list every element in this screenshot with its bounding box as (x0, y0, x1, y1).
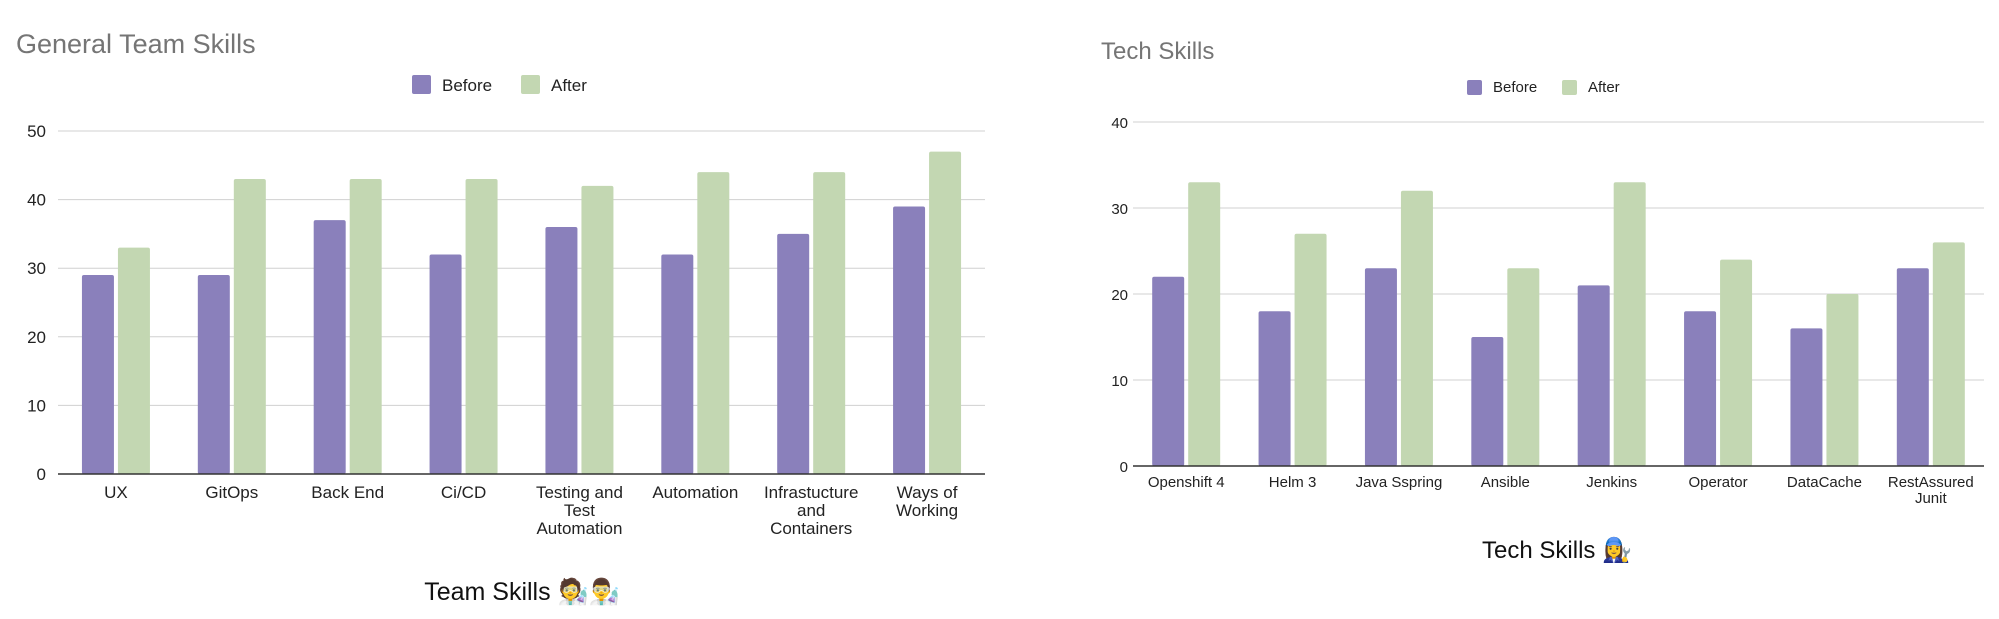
x-tick-label-line: Operator (1688, 474, 1747, 491)
x-tick-label: Ansible (1481, 474, 1530, 491)
x-tick-label: Automation (652, 483, 738, 502)
y-tick-label: 30 (1111, 201, 1128, 218)
x-tick-label-line: RestAssured (1888, 474, 1974, 491)
bar-after (1294, 233, 1327, 466)
bar-after (929, 151, 962, 474)
bar-after (1720, 259, 1753, 466)
bar-before (1896, 268, 1929, 466)
bar-after (1613, 182, 1646, 466)
bar-after (349, 179, 382, 474)
legend-label-before: Before (1493, 79, 1537, 96)
x-tick-label: Helm 3 (1269, 474, 1317, 491)
x-tick-label: Ways of Working (896, 483, 958, 520)
y-tick-label: 10 (27, 396, 46, 415)
y-tick-label: 0 (1120, 459, 1128, 476)
x-tick-label-line: Jenkins (1586, 474, 1637, 491)
bar-after (1400, 190, 1433, 467)
x-tick-label-line: and (797, 501, 825, 520)
bar-after (1188, 182, 1221, 466)
x-tick-label: Ci/CD (441, 483, 486, 502)
y-tick-label: 0 (37, 465, 46, 484)
x-tick-label-line: Junit (1915, 490, 1948, 507)
y-tick-label: 50 (27, 122, 46, 141)
x-tick-label: Jenkins (1586, 474, 1637, 491)
x-tick-label: GitOps (205, 483, 258, 502)
x-tick-label-line: Ansible (1481, 474, 1530, 491)
bar-before (1471, 337, 1504, 466)
bar-before (1577, 285, 1610, 466)
chart-title: Tech Skills (1101, 38, 1214, 65)
legend-swatch-before (1467, 80, 1482, 95)
tech-skills-chart: Tech Skills Before After 0 10 20 30 40 Openshift… (1101, 38, 1984, 564)
y-tick-label: 40 (27, 191, 46, 210)
bar-before (777, 233, 810, 474)
bar-before (1258, 311, 1291, 466)
bar-after (1932, 242, 1965, 466)
x-tick-label-line: Java Sspring (1356, 474, 1443, 491)
legend-label-after: After (551, 76, 587, 95)
x-tick-label-line: Automation (652, 483, 738, 502)
x-tick-label: DataCache (1787, 474, 1862, 491)
x-tick-label: RestAssured Junit (1888, 474, 1974, 507)
x-tick-label: Openshift 4 (1148, 474, 1225, 491)
bar-before (1684, 311, 1717, 466)
x-tick-label-line: Ways of (897, 483, 958, 502)
x-tick-label-line: Infrastucture (764, 483, 859, 502)
x-tick-label: Back End (311, 483, 384, 502)
bar-before (1790, 328, 1823, 466)
x-tick-label: Java Sspring (1356, 474, 1443, 491)
x-tick-label-line: Automation (536, 519, 622, 538)
x-tick-label: Infrastucture and Containers (764, 483, 859, 538)
bar-before (893, 206, 926, 474)
x-tick-label-line: Back End (311, 483, 384, 502)
legend-swatch-before (412, 75, 431, 94)
legend-label-before: Before (442, 76, 492, 95)
bar-after (117, 247, 150, 474)
x-tick-label: Operator (1688, 474, 1747, 491)
x-tick-label-line: Helm 3 (1269, 474, 1317, 491)
bar-before (197, 275, 230, 474)
legend-swatch-after (1562, 80, 1577, 95)
y-tick-label: 20 (1111, 287, 1128, 304)
y-tick-label: 30 (27, 259, 46, 278)
y-tick-label: 10 (1111, 373, 1128, 390)
bar-after (465, 179, 498, 474)
x-tick-label-line: Working (896, 501, 958, 520)
general-team-skills-chart: General Team Skills Before After 0 10 20 30 40 5… (16, 29, 985, 606)
bar-after (581, 185, 614, 474)
x-tick-label-line: Containers (770, 519, 852, 538)
bar-after (1507, 268, 1540, 466)
y-tick-label: 20 (27, 328, 46, 347)
bar-after (233, 179, 266, 474)
bar-after (697, 172, 730, 474)
x-tick-label: Testing and Test Automation (536, 483, 623, 538)
x-tick-label: UX (104, 483, 128, 502)
bar-after (1826, 294, 1859, 466)
bar-before (313, 220, 346, 474)
chart-title: General Team Skills (16, 29, 256, 59)
x-tick-label-line: Ci/CD (441, 483, 486, 502)
bar-before (1152, 276, 1185, 466)
bar-before (661, 254, 694, 474)
x-tick-label-line: UX (104, 483, 128, 502)
legend-label-after: After (1588, 79, 1620, 96)
x-tick-label-line: GitOps (205, 483, 258, 502)
y-tick-label: 40 (1111, 115, 1128, 132)
bar-before (81, 275, 114, 474)
legend-swatch-after (521, 75, 540, 94)
chart-caption: Tech Skills 👩‍🔧 (1482, 536, 1632, 564)
x-tick-label-line: DataCache (1787, 474, 1862, 491)
x-tick-label-line: Test (564, 501, 595, 520)
bar-before (1364, 268, 1397, 466)
bar-before (429, 254, 462, 474)
x-tick-label-line: Testing and (536, 483, 623, 502)
bar-after (813, 172, 846, 474)
bar-before (545, 227, 578, 474)
chart-caption: Team Skills 🧑‍🔬👨‍🔬 (424, 576, 620, 606)
x-tick-label-line: Openshift 4 (1148, 474, 1225, 491)
